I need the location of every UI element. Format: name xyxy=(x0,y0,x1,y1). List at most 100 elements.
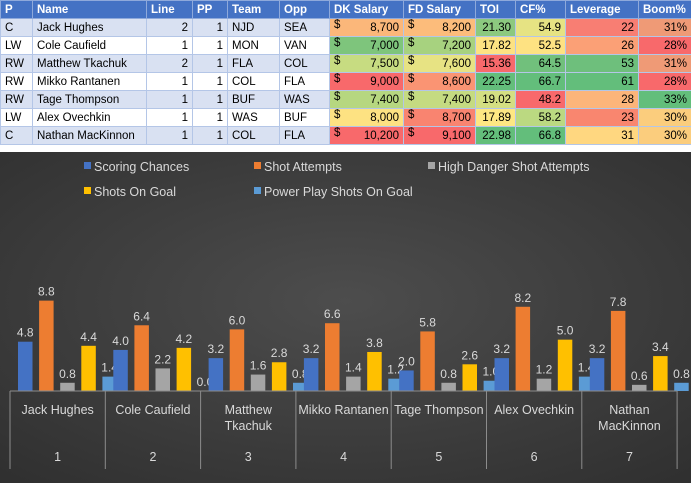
cell-name[interactable]: Tage Thompson xyxy=(32,90,147,109)
cell-pp[interactable]: 1 xyxy=(192,54,228,73)
cell-opp[interactable]: SEA xyxy=(279,18,330,37)
cell-cf[interactable]: 54.9 xyxy=(515,18,566,37)
cell-opp[interactable]: FLA xyxy=(279,126,330,145)
cell-cf[interactable]: 48.2 xyxy=(515,90,566,109)
column-header-line[interactable]: Line xyxy=(146,0,193,19)
cell-toi[interactable]: 17.82 xyxy=(475,36,516,55)
salary-value: 8,600 xyxy=(442,75,471,88)
cell-line[interactable]: 2 xyxy=(146,18,193,37)
cell-lev[interactable]: 31 xyxy=(565,126,639,145)
column-header-team[interactable]: Team xyxy=(227,0,280,19)
cell-pos[interactable]: RW xyxy=(0,72,33,91)
cell-fd[interactable]: $9,100 xyxy=(403,126,476,145)
cell-dk[interactable]: $7,500 xyxy=(329,54,404,73)
cell-boom[interactable]: 30% xyxy=(638,108,691,127)
cell-lev[interactable]: 22 xyxy=(565,18,639,37)
cell-line[interactable]: 1 xyxy=(146,90,193,109)
cell-cf[interactable]: 52.5 xyxy=(515,36,566,55)
cell-toi[interactable]: 17.89 xyxy=(475,108,516,127)
cell-pp[interactable]: 1 xyxy=(192,108,228,127)
cell-boom[interactable]: 33% xyxy=(638,90,691,109)
cell-toi[interactable]: 19.02 xyxy=(475,90,516,109)
cell-line[interactable]: 1 xyxy=(146,72,193,91)
cell-toi[interactable]: 22.98 xyxy=(475,126,516,145)
cell-lev[interactable]: 28 xyxy=(565,90,639,109)
cell-cf[interactable]: 58.2 xyxy=(515,108,566,127)
cell-fd[interactable]: $8,700 xyxy=(403,108,476,127)
column-header-opp[interactable]: Opp xyxy=(279,0,330,19)
cell-opp[interactable]: COL xyxy=(279,54,330,73)
cell-opp[interactable]: WAS xyxy=(279,90,330,109)
cell-fd[interactable]: $8,200 xyxy=(403,18,476,37)
cell-name[interactable]: Matthew Tkachuk xyxy=(32,54,147,73)
cell-opp[interactable]: FLA xyxy=(279,72,330,91)
cell-team[interactable]: WAS xyxy=(227,108,280,127)
cell-team[interactable]: BUF xyxy=(227,90,280,109)
cell-team[interactable]: NJD xyxy=(227,18,280,37)
column-header-boom-[interactable]: Boom% xyxy=(638,0,691,19)
column-header-fd-salary[interactable]: FD Salary xyxy=(403,0,476,19)
cell-pp[interactable]: 1 xyxy=(192,72,228,91)
currency-symbol: $ xyxy=(334,109,341,122)
cell-pos[interactable]: RW xyxy=(0,90,33,109)
cell-line[interactable]: 1 xyxy=(146,36,193,55)
cell-opp[interactable]: BUF xyxy=(279,108,330,127)
cell-boom[interactable]: 31% xyxy=(638,54,691,73)
cell-lev[interactable]: 23 xyxy=(565,108,639,127)
cell-lev[interactable]: 53 xyxy=(565,54,639,73)
column-header-leverage[interactable]: Leverage xyxy=(565,0,639,19)
cell-fd[interactable]: $7,400 xyxy=(403,90,476,109)
cell-team[interactable]: FLA xyxy=(227,54,280,73)
cell-pp[interactable]: 1 xyxy=(192,90,228,109)
cell-pp[interactable]: 1 xyxy=(192,126,228,145)
cell-boom[interactable]: 28% xyxy=(638,36,691,55)
cell-toi[interactable]: 22.25 xyxy=(475,72,516,91)
cell-fd[interactable]: $7,600 xyxy=(403,54,476,73)
cell-dk[interactable]: $7,400 xyxy=(329,90,404,109)
cell-lev[interactable]: 61 xyxy=(565,72,639,91)
cell-fd[interactable]: $8,600 xyxy=(403,72,476,91)
cell-line[interactable]: 2 xyxy=(146,54,193,73)
cell-dk[interactable]: $10,200 xyxy=(329,126,404,145)
cell-lev[interactable]: 26 xyxy=(565,36,639,55)
column-header-name[interactable]: Name xyxy=(32,0,147,19)
column-header-pp[interactable]: PP xyxy=(192,0,228,19)
cell-pp[interactable]: 1 xyxy=(192,36,228,55)
cell-dk[interactable]: $9,000 xyxy=(329,72,404,91)
cell-team[interactable]: COL xyxy=(227,126,280,145)
cell-dk[interactable]: $8,000 xyxy=(329,108,404,127)
cell-pos[interactable]: C xyxy=(0,18,33,37)
column-header-p[interactable]: P xyxy=(0,0,33,19)
cell-name[interactable]: Jack Hughes xyxy=(32,18,147,37)
column-header-dk-salary[interactable]: DK Salary xyxy=(329,0,404,19)
cell-name[interactable]: Alex Ovechkin xyxy=(32,108,147,127)
cell-boom[interactable]: 28% xyxy=(638,72,691,91)
column-header-toi[interactable]: TOI xyxy=(475,0,516,19)
cell-pp[interactable]: 1 xyxy=(192,18,228,37)
cell-name[interactable]: Cole Caufield xyxy=(32,36,147,55)
cell-dk[interactable]: $7,000 xyxy=(329,36,404,55)
cell-toi[interactable]: 15.36 xyxy=(475,54,516,73)
column-header-cf-[interactable]: CF% xyxy=(515,0,566,19)
bar xyxy=(303,358,319,391)
cell-cf[interactable]: 66.7 xyxy=(515,72,566,91)
salary-value: 8,700 xyxy=(442,111,471,124)
cell-pos[interactable]: LW xyxy=(0,36,33,55)
cell-cf[interactable]: 64.5 xyxy=(515,54,566,73)
cell-boom[interactable]: 31% xyxy=(638,18,691,37)
cell-boom[interactable]: 30% xyxy=(638,126,691,145)
cell-dk[interactable]: $8,700 xyxy=(329,18,404,37)
cell-team[interactable]: MON xyxy=(227,36,280,55)
cell-fd[interactable]: $7,200 xyxy=(403,36,476,55)
cell-name[interactable]: Nathan MacKinnon xyxy=(32,126,147,145)
cell-pos[interactable]: C xyxy=(0,126,33,145)
cell-pos[interactable]: RW xyxy=(0,54,33,73)
cell-opp[interactable]: VAN xyxy=(279,36,330,55)
cell-toi[interactable]: 21.30 xyxy=(475,18,516,37)
cell-line[interactable]: 1 xyxy=(146,126,193,145)
cell-line[interactable]: 1 xyxy=(146,108,193,127)
cell-team[interactable]: COL xyxy=(227,72,280,91)
cell-cf[interactable]: 66.8 xyxy=(515,126,566,145)
cell-pos[interactable]: LW xyxy=(0,108,33,127)
cell-name[interactable]: Mikko Rantanen xyxy=(32,72,147,91)
